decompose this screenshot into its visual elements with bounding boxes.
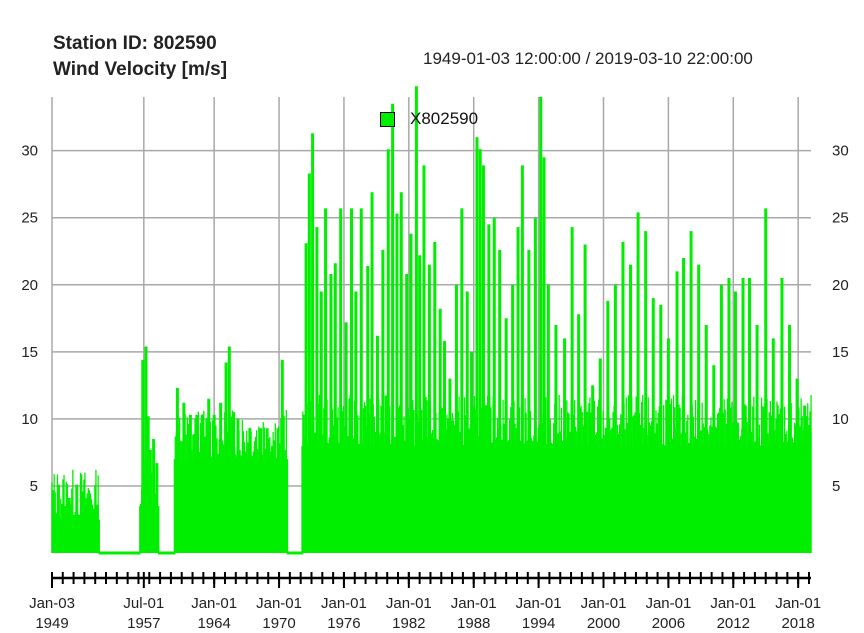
x-tick-label-date: Jan-01 [710,595,756,612]
x-tick-label-year: 1964 [197,615,230,632]
y-tick-label-right: 5 [832,478,840,495]
legend-swatch [380,111,395,127]
x-axis: Jan-03 1949 Jul-01 1957 Jan-01 1964 Jan-01 1970… [29,572,821,632]
y-tick-label-right: 25 [832,210,849,227]
x-tick-label-date: Jan-01 [775,595,821,612]
y-tick-label-left: 20 [21,277,38,294]
y-tick-label-right: 15 [832,344,849,361]
x-tick-label-year: 2000 [587,615,620,632]
x-tick-label-year: 1982 [392,615,425,632]
x-tick-label-year: 1976 [327,615,360,632]
x-tick-label-year: 2018 [781,615,814,632]
y-tick-label-left: 25 [21,210,38,227]
y-tick-label-left: 10 [21,411,38,428]
y-tick-label-left: 5 [30,478,38,495]
y-tick-label-left: 15 [21,344,38,361]
x-tick-label-date: Jan-01 [451,595,497,612]
x-tick-label-year: 1994 [522,615,555,632]
y-tick-label-right: 10 [832,411,849,428]
x-tick-label-year: 1988 [457,615,490,632]
x-tick-label-year: 1949 [35,615,68,632]
x-tick-label-date: Jan-01 [191,595,237,612]
legend-label: X802590 [410,109,479,128]
x-tick-label-year: 2006 [652,615,685,632]
x-tick-label-date: Jan-01 [516,595,562,612]
x-tick-label-date: Jan-03 [29,595,75,612]
y-tick-label-left: 30 [21,143,38,160]
legend: X802590 [380,109,478,129]
y-tick-label-right: 20 [832,277,849,294]
y-tick-label-right: 30 [832,143,849,160]
x-tick-label-date: Jan-01 [321,595,367,612]
x-tick-label-date: Jan-01 [386,595,432,612]
x-tick-label-date: Jan-01 [581,595,627,612]
chart-title-variable: Wind Velocity [m/s] [53,59,228,80]
chart-title-station: Station ID: 802590 [53,33,217,54]
x-tick-label-year: 1970 [262,615,295,632]
x-tick-label-year: 1957 [127,615,160,632]
series-x802590 [51,86,812,555]
x-tick-label-date: Jan-01 [645,595,691,612]
x-tick-label-date: Jan-01 [256,595,302,612]
y-axis-ticks: 5 5 10 10 15 15 20 20 25 25 30 30 [21,143,848,495]
chart-period: 1949-01-03 12:00:00 / 2019-03-10 22:00:0… [423,49,753,68]
x-tick-label-date: Jul-01 [123,595,164,612]
x-tick-label-year: 2012 [717,615,750,632]
